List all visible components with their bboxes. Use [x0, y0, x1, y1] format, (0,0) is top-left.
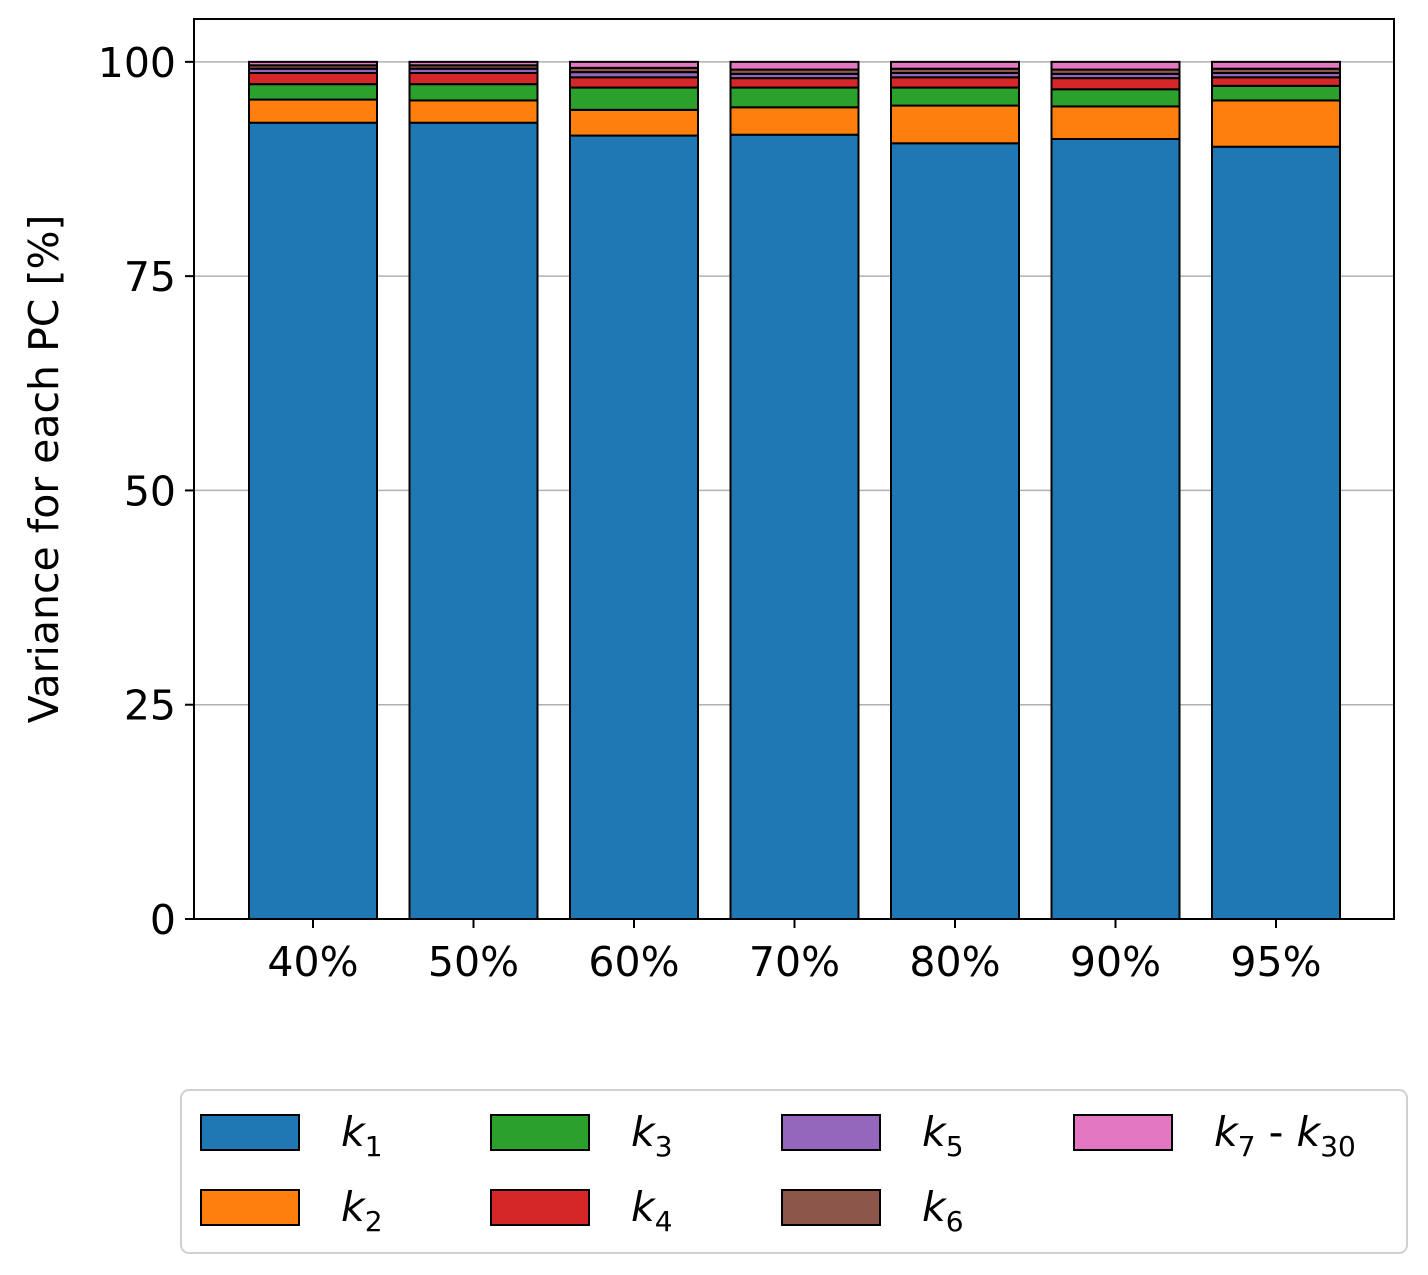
bar-segment-k4-40% — [248, 72, 378, 86]
y-tick-label: 50 — [124, 467, 176, 515]
y-axis: 0 25 50 75 100 — [98, 39, 194, 944]
legend-swatch-k1 — [200, 1114, 300, 1151]
bar-segment-k7-k30-95% — [1211, 60, 1341, 70]
bar-segment-k3-40% — [248, 83, 378, 101]
bar-segment-k7-k30-90% — [1050, 60, 1181, 71]
bar-segment-k4-50% — [408, 72, 539, 86]
bar-segment-k1-70% — [729, 133, 860, 920]
bar-segment-k3-80% — [890, 86, 1020, 107]
bar-segment-k3-50% — [408, 83, 539, 102]
bar-segment-k4-60% — [569, 76, 699, 89]
bar-segment-k3-95% — [1211, 84, 1341, 102]
x-tick-label: 40% — [267, 938, 358, 986]
y-axis-label: Variance for each PC [%] — [20, 215, 68, 724]
legend-label-k3: k3 — [631, 1108, 673, 1163]
legend-swatch-k7-k30 — [1073, 1114, 1173, 1151]
bar-segment-k1-95% — [1211, 145, 1341, 920]
x-tick-label: 90% — [1070, 938, 1161, 986]
y-tick-label: 0 — [150, 896, 176, 944]
legend-swatch-k2 — [200, 1189, 300, 1226]
x-tick-label: 60% — [588, 938, 679, 986]
bar-segment-k3-70% — [729, 86, 860, 109]
bar-segment-k7-k30-70% — [729, 60, 860, 71]
bar-segment-k1-90% — [1050, 138, 1181, 920]
x-tick-label: 50% — [428, 938, 519, 986]
x-axis: 40% 50% 60% 70% 80% 90% 95% — [267, 919, 1322, 986]
bar-segment-k4-80% — [890, 76, 1020, 89]
bar-segment-k4-95% — [1211, 76, 1341, 87]
bar-segment-k2-50% — [408, 99, 539, 124]
bar-segment-k7-k30-80% — [890, 60, 1020, 70]
bar-segment-k3-60% — [569, 86, 699, 111]
bar-segment-k1-80% — [890, 142, 1020, 921]
bar-segment-k2-80% — [890, 104, 1020, 145]
legend-swatch-k3 — [490, 1114, 590, 1151]
y-tick-label: 25 — [124, 682, 176, 730]
bar-segment-k7-k30-50% — [408, 60, 539, 67]
bar-segment-k2-90% — [1050, 105, 1181, 141]
x-tick-label: 70% — [749, 938, 840, 986]
bar-segment-k3-90% — [1050, 88, 1181, 108]
bar-segment-k4-90% — [1050, 77, 1181, 91]
legend-swatch-k6 — [781, 1189, 881, 1226]
y-tick-label: 75 — [124, 253, 176, 301]
bar-segment-k2-95% — [1211, 99, 1341, 148]
bar-segment-k4-70% — [729, 77, 860, 89]
bar-segment-k7-k30-40% — [248, 60, 378, 67]
bar-segment-k1-50% — [408, 121, 539, 920]
bar-segment-k2-60% — [569, 108, 699, 137]
bars — [248, 60, 1341, 921]
legend-swatch-k4 — [490, 1189, 590, 1226]
x-tick-label: 80% — [909, 938, 1000, 986]
legend-swatch-k5 — [781, 1114, 881, 1151]
bar-segment-k2-70% — [729, 106, 860, 136]
bar-segment-k7-k30-60% — [569, 60, 699, 69]
bar-segment-k1-40% — [248, 121, 378, 920]
bar-segment-k2-40% — [248, 98, 378, 124]
bar-segment-k1-60% — [569, 134, 699, 921]
y-tick-label: 100 — [98, 39, 176, 87]
x-tick-label: 95% — [1230, 938, 1321, 986]
